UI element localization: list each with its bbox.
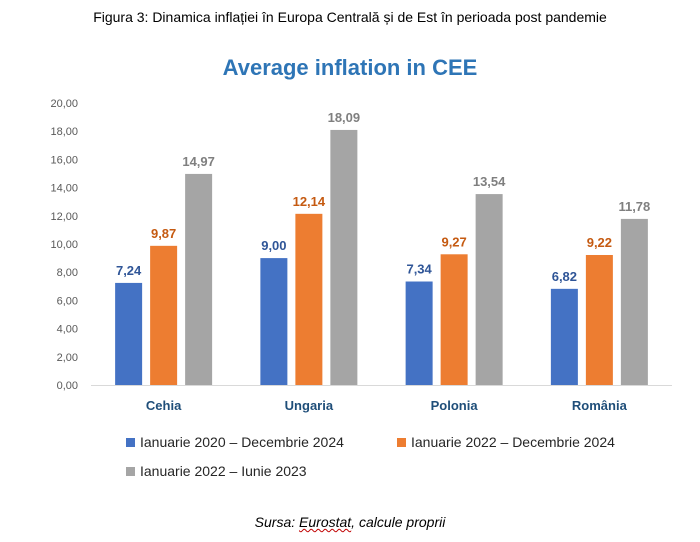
y-tick-label: 4,00	[57, 324, 78, 336]
x-category-label: Polonia	[431, 398, 479, 413]
bar-2	[440, 254, 468, 385]
bar-2	[150, 245, 178, 385]
bar-2	[295, 213, 323, 385]
bar-1	[405, 281, 433, 385]
y-tick-label: 14,00	[50, 183, 78, 195]
bar-1	[260, 258, 288, 385]
x-category-label: Ungaria	[285, 398, 334, 413]
bar-3	[330, 129, 358, 385]
data-label: 7,34	[406, 262, 432, 277]
bar-3	[185, 173, 213, 385]
x-category-label: România	[572, 398, 628, 413]
bar-3	[475, 194, 503, 385]
data-label: 12,14	[293, 194, 326, 209]
data-label: 18,09	[328, 110, 361, 125]
data-label: 9,27	[441, 234, 466, 249]
source-suffix: , calcule proprii	[351, 514, 446, 530]
y-tick-label: 8,00	[57, 267, 78, 279]
data-label: 6,82	[552, 269, 577, 284]
data-label: 9,00	[261, 238, 286, 253]
y-tick-label: 12,00	[50, 211, 78, 223]
data-label: 14,97	[182, 154, 215, 169]
bar-1	[115, 282, 143, 385]
x-category-label: Cehia	[146, 398, 182, 413]
y-tick-label: 2,00	[57, 352, 78, 364]
data-label: 11,78	[618, 199, 650, 214]
source-eurostat: Eurostat	[299, 514, 352, 530]
y-tick-label: 20,00	[50, 98, 78, 110]
y-tick-label: 6,00	[57, 295, 78, 307]
bar-3	[620, 218, 648, 385]
y-tick-label: 10,00	[50, 239, 78, 251]
source-prefix: Sursa:	[254, 514, 300, 530]
bar-2	[585, 254, 613, 385]
y-tick-label: 18,00	[50, 126, 78, 138]
bar-1	[550, 288, 578, 385]
chart-title: Average inflation in CEE	[222, 55, 478, 80]
y-tick-label: 0,00	[57, 380, 78, 392]
data-label: 9,22	[587, 235, 612, 250]
data-label: 9,87	[151, 226, 176, 241]
y-tick-label: 16,00	[50, 154, 78, 166]
data-label: 7,24	[116, 263, 142, 278]
figure-caption: Figura 3: Dinamica inflației în Europa C…	[93, 9, 607, 25]
source-note: Sursa: Eurostat, calcule proprii	[0, 514, 700, 530]
data-label: 13,54	[473, 174, 506, 189]
